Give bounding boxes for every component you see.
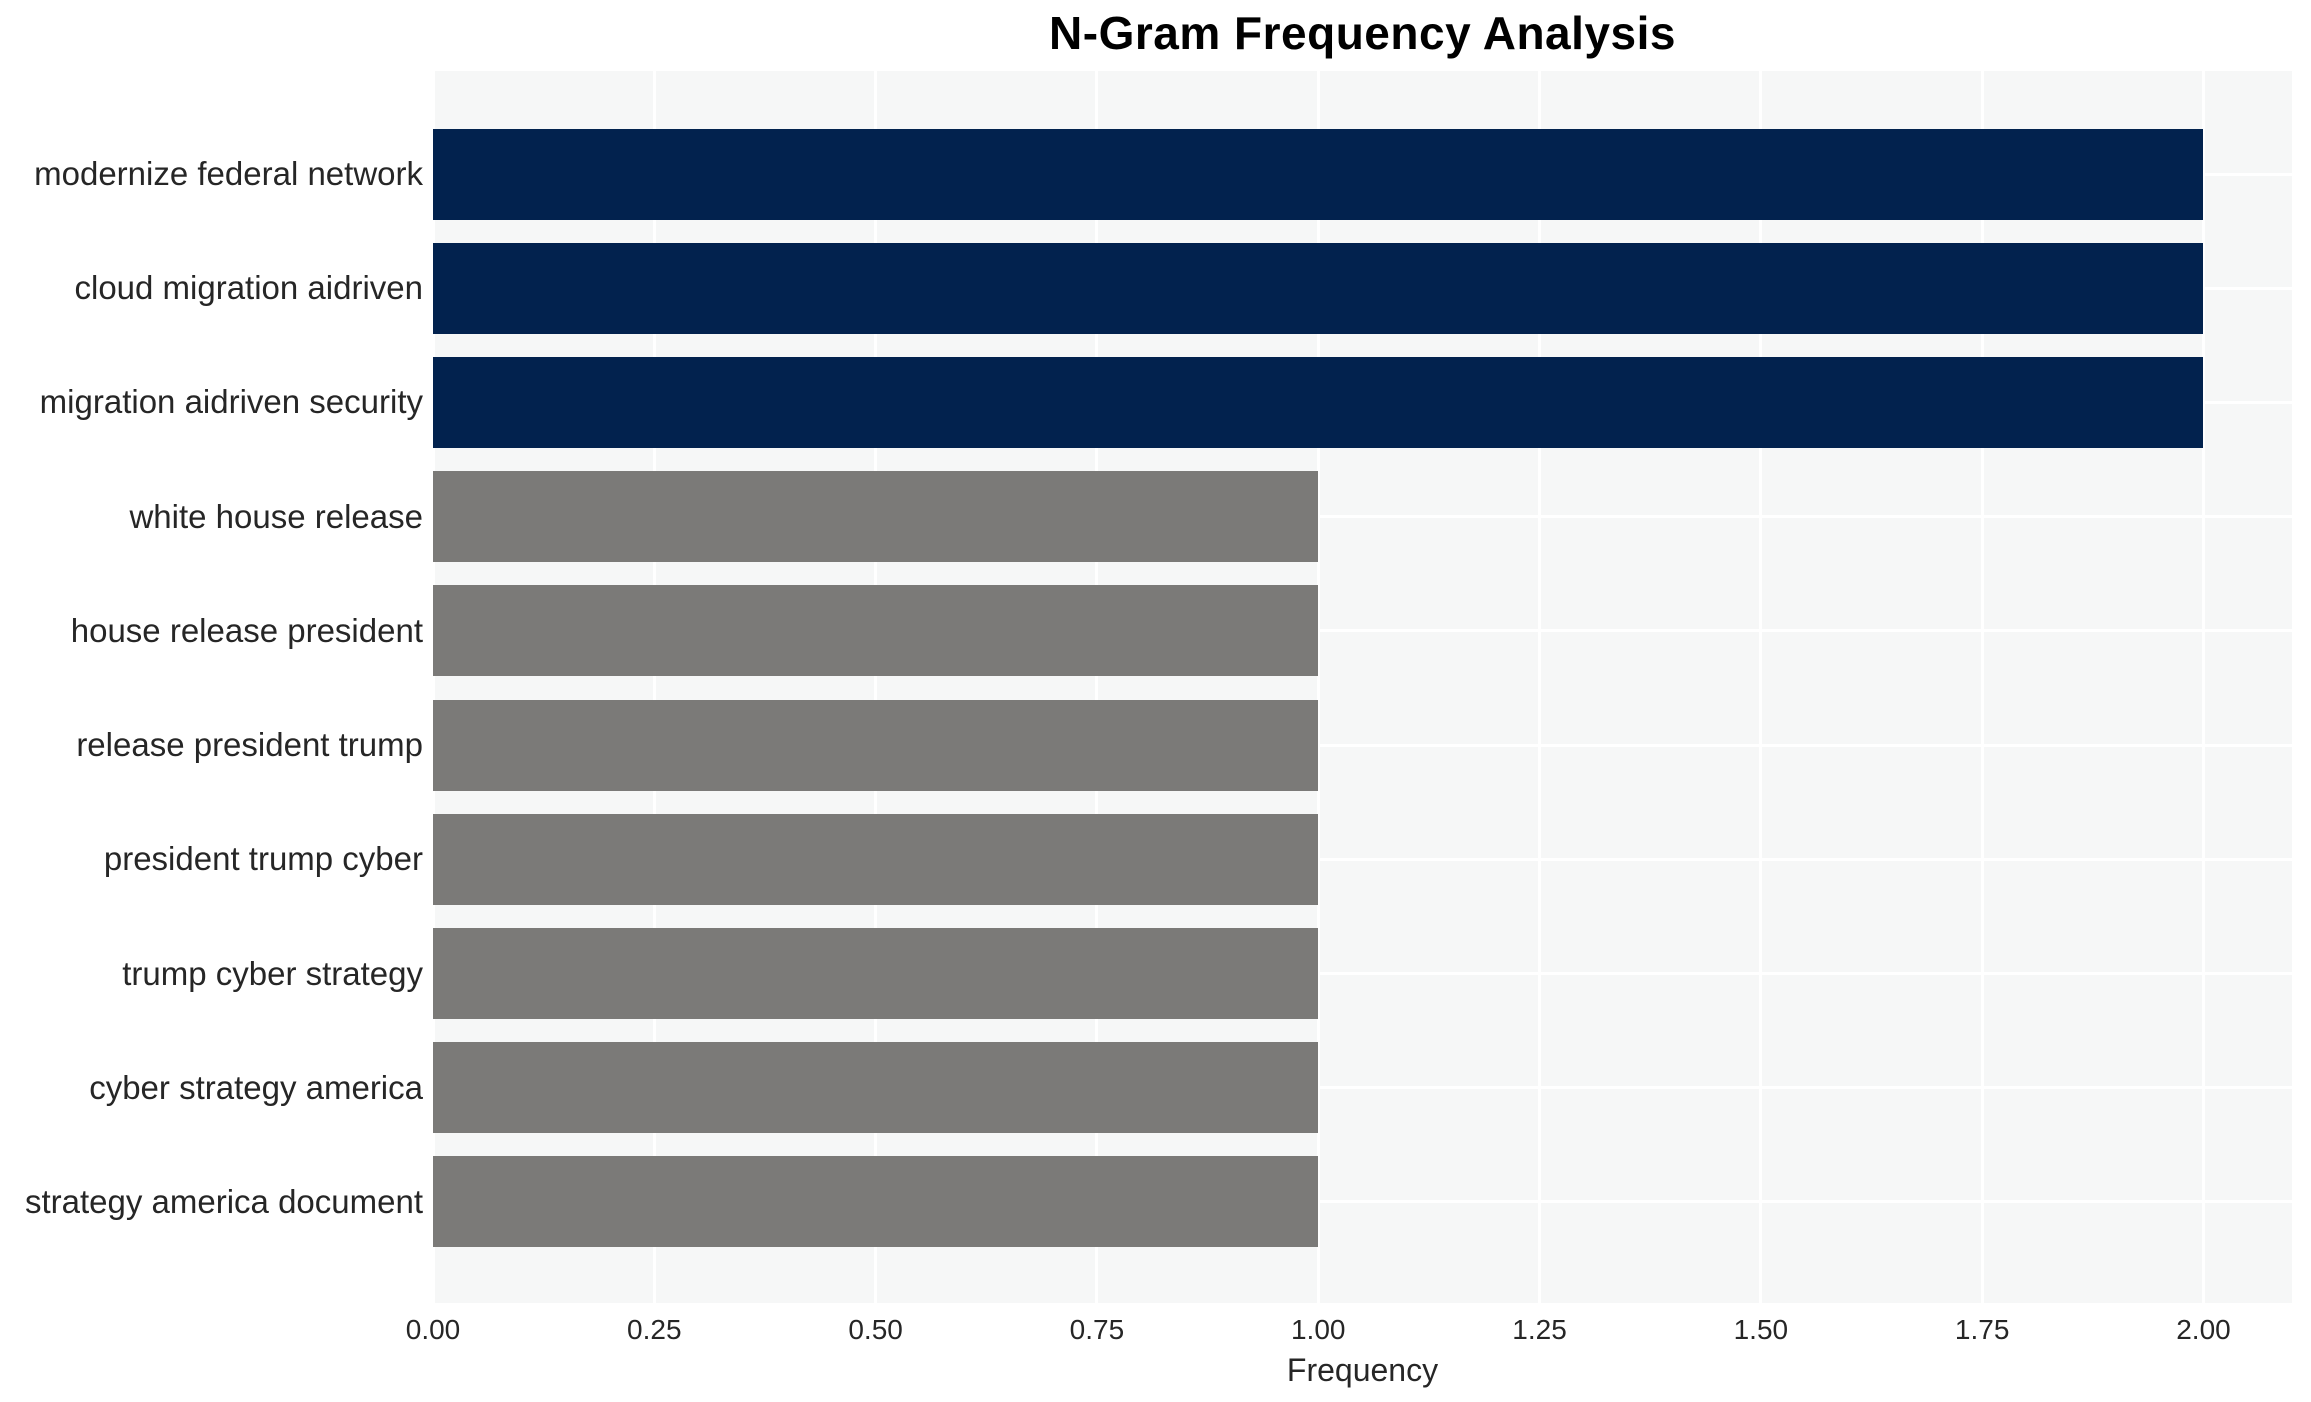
category-label: cloud migration aidriven — [74, 269, 423, 307]
bar — [433, 471, 1319, 563]
x-tick-label: 0.50 — [848, 1314, 903, 1345]
x-tick-label: 1.00 — [1290, 1314, 1346, 1345]
x-tick-label: 1.75 — [1954, 1314, 2010, 1345]
x-tick-label: 0.75 — [1069, 1314, 1125, 1345]
gridline-horizontal — [433, 857, 2292, 861]
category-label: house release president — [70, 611, 423, 649]
category-label: strategy america document — [24, 1182, 423, 1220]
bar — [433, 585, 1319, 677]
gridline-horizontal — [433, 972, 2292, 976]
gridline-horizontal — [433, 629, 2292, 633]
gridline-vertical — [1538, 71, 1542, 1303]
bar — [433, 1042, 1319, 1134]
bar — [433, 813, 1319, 905]
x-tick-label: 1.50 — [1733, 1314, 1789, 1345]
plot-area — [431, 71, 2292, 1303]
gridline-vertical — [431, 71, 435, 1303]
chart-title: N-Gram Frequency Analysis — [1049, 7, 1676, 59]
bar — [433, 128, 2204, 220]
gridline-vertical — [1980, 71, 1984, 1303]
gridline-horizontal — [433, 515, 2292, 519]
x-tick-label: 0.00 — [405, 1314, 461, 1345]
gridline-vertical — [1759, 71, 1763, 1303]
gridline-vertical — [874, 71, 878, 1303]
gridline-vertical — [1316, 71, 1320, 1303]
gridline-horizontal — [433, 1200, 2292, 1204]
category-label: release president trump — [76, 726, 423, 764]
x-tick-label: 2.00 — [2176, 1314, 2231, 1345]
x-axis-label: Frequency — [1286, 1352, 1439, 1388]
gridline-horizontal — [433, 1086, 2292, 1090]
gridline-horizontal — [433, 743, 2292, 747]
category-label: white house release — [129, 497, 423, 535]
category-label: migration aidriven security — [39, 383, 423, 421]
category-label: cyber strategy america — [89, 1068, 423, 1106]
category-label: president trump cyber — [103, 840, 423, 878]
x-tick-label: 0.25 — [627, 1314, 682, 1345]
bar — [433, 1156, 1319, 1248]
bar — [433, 356, 2204, 448]
gridline-vertical — [2201, 71, 2205, 1303]
category-label: modernize federal network — [34, 155, 423, 192]
gridline-vertical — [652, 71, 656, 1303]
gridline-vertical — [1095, 71, 1099, 1303]
bar — [433, 699, 1319, 791]
category-label: trump cyber strategy — [122, 954, 423, 992]
bar — [433, 928, 1319, 1020]
x-tick-label: 1.25 — [1512, 1314, 1567, 1345]
bar — [433, 242, 2204, 334]
